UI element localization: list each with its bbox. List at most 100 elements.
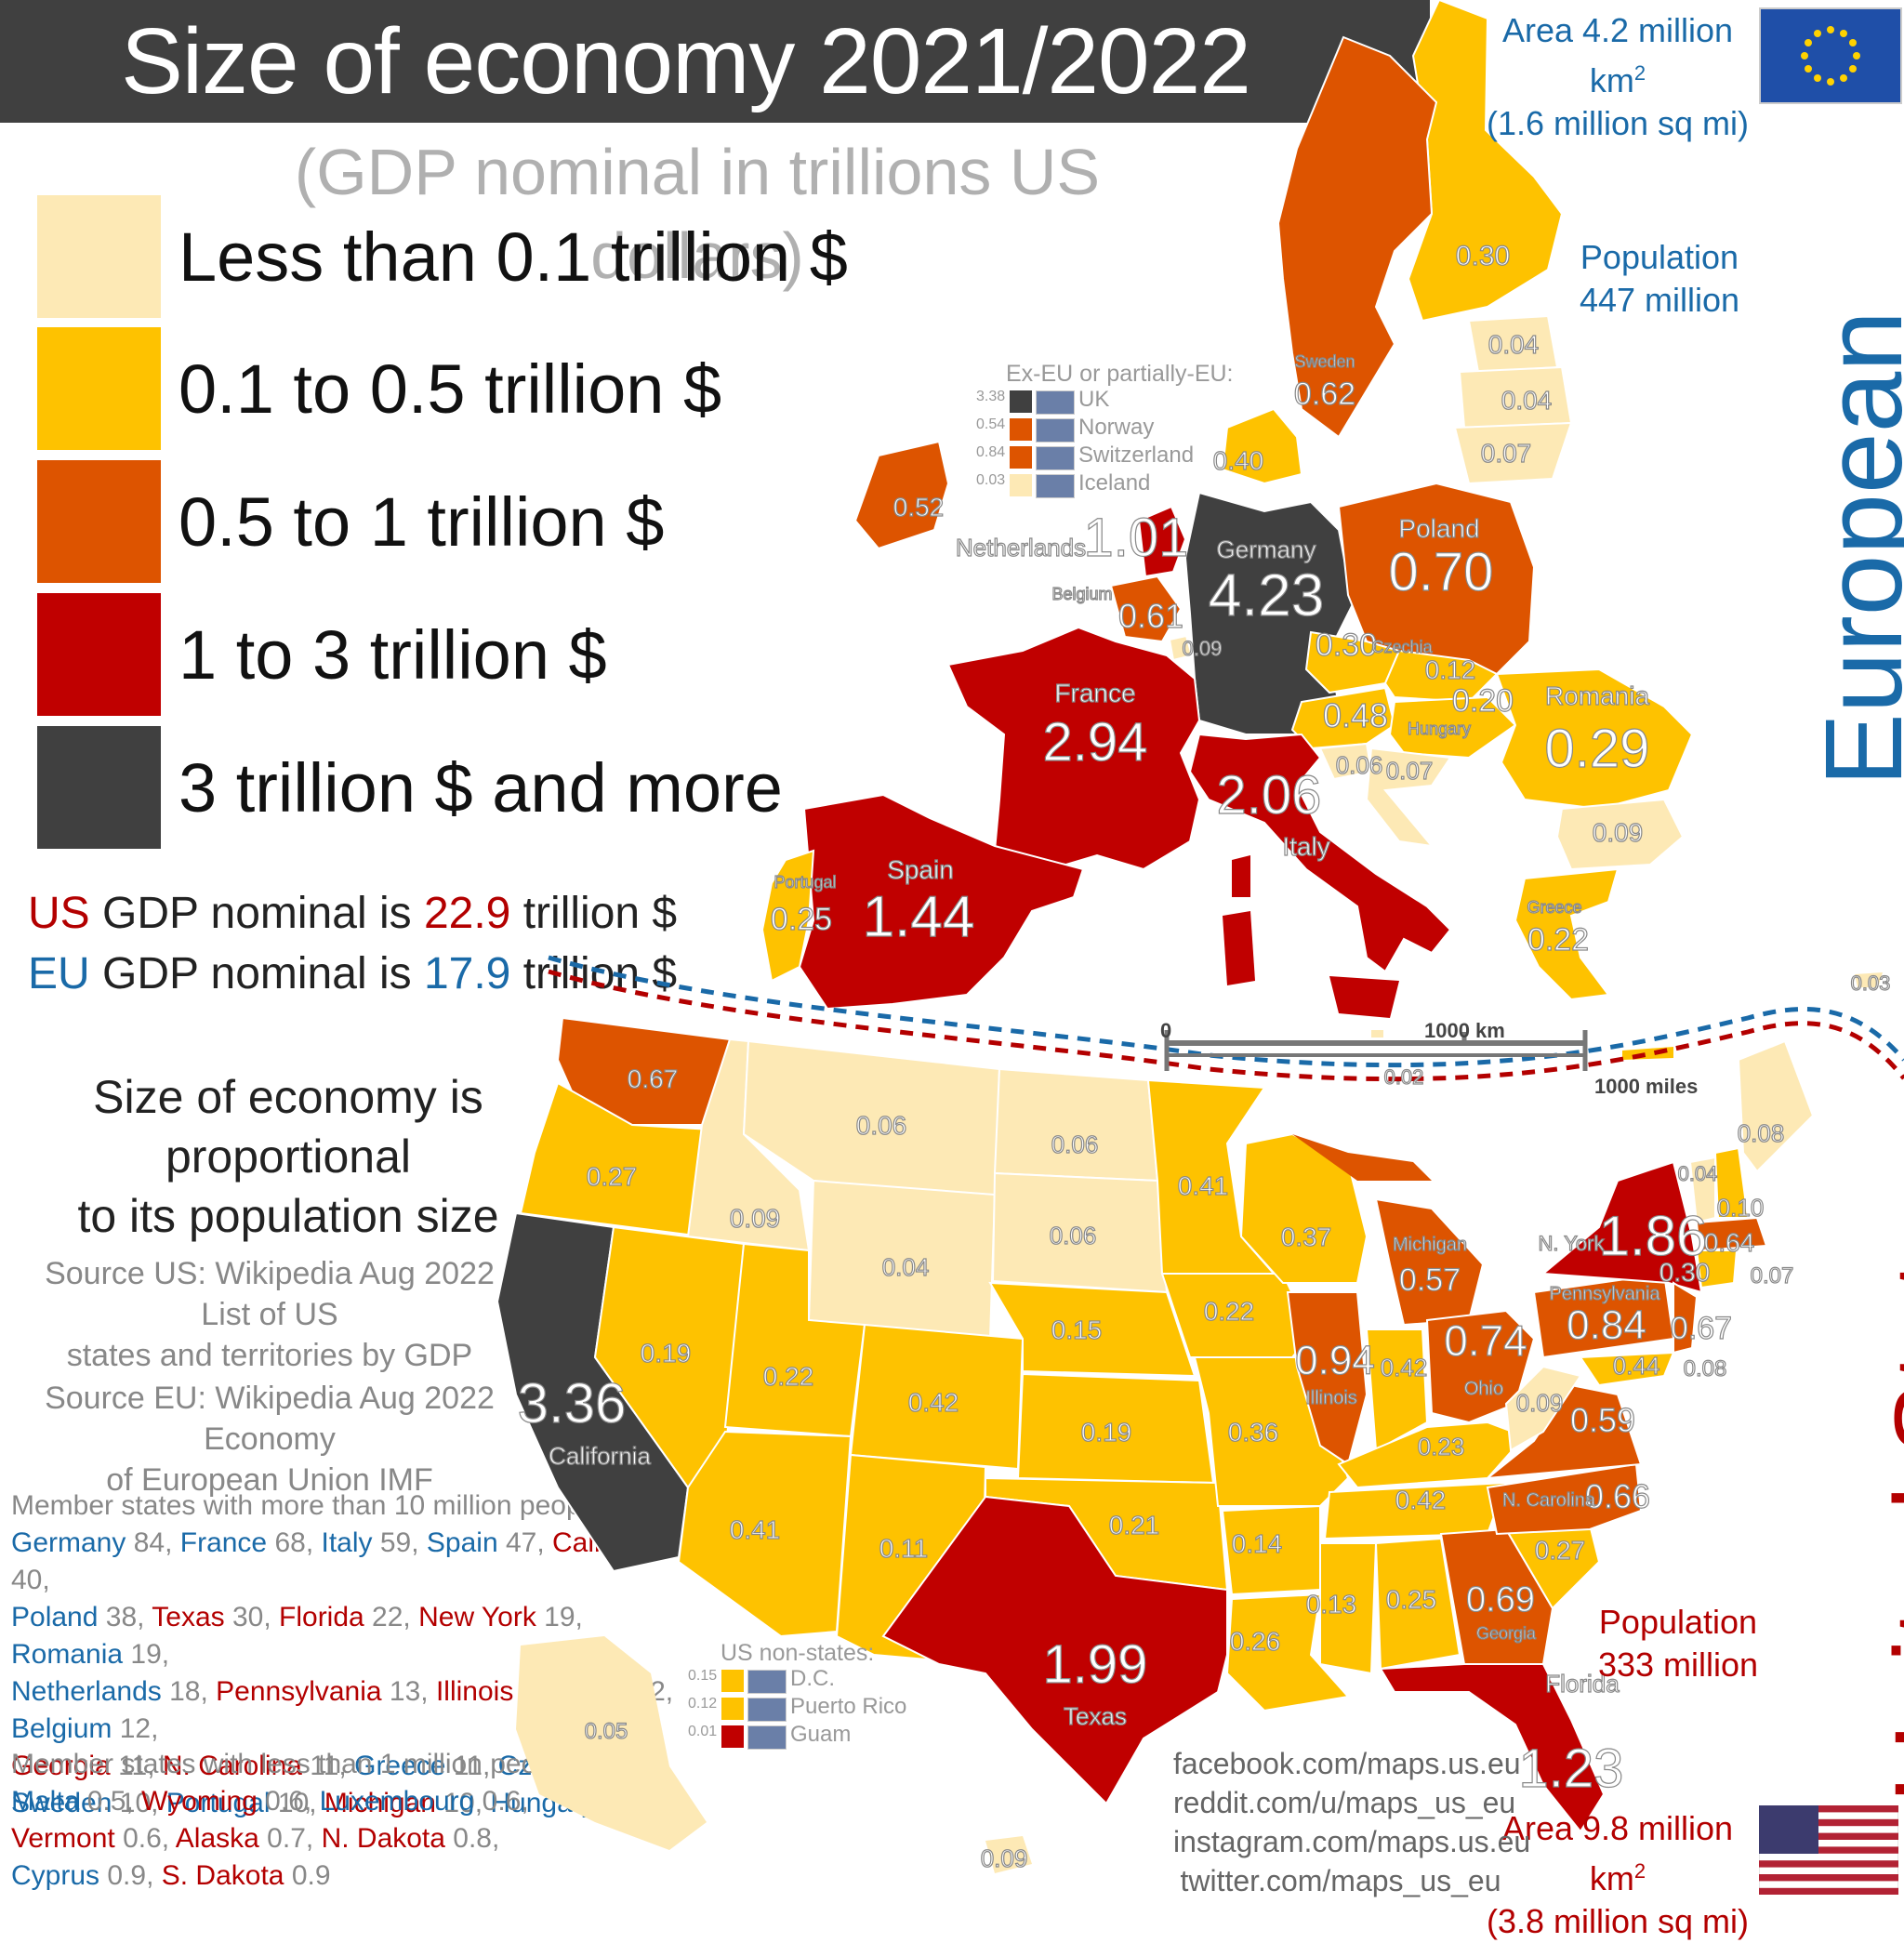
region-value: 0.70 bbox=[1389, 542, 1494, 602]
us-prefix: US bbox=[28, 889, 90, 938]
member-name: Pennsylvania bbox=[216, 1676, 382, 1707]
region-value: 0.13 bbox=[1306, 1590, 1357, 1619]
member-value: 10, bbox=[435, 1788, 491, 1818]
eu-area-line1: Area 4.2 million km bbox=[1501, 11, 1734, 99]
social-twitter[interactable]: twitter.com/maps_us_eu bbox=[1180, 1864, 1501, 1897]
member-name: Netherlands bbox=[11, 1676, 162, 1707]
region-name: Florida bbox=[1545, 1670, 1620, 1698]
region-value: 0.04 bbox=[1678, 1162, 1718, 1185]
region-value: 0.25 bbox=[771, 902, 832, 937]
region-malta bbox=[1371, 1030, 1383, 1038]
us-gdp-total: US GDP nominal is 22.9 trillion $ bbox=[28, 886, 677, 942]
region-value: 0.02 bbox=[1384, 1065, 1424, 1089]
eu-population: Population 447 million bbox=[1571, 236, 1748, 322]
members-line: Cyprus 0.9, S. Dakota 0.9 bbox=[11, 1857, 699, 1895]
member-name: Malta bbox=[11, 1786, 80, 1817]
small-legend-value: 3.38 bbox=[976, 389, 1006, 404]
legend-swatch-0-5-1 bbox=[37, 460, 161, 583]
member-name: Florida bbox=[279, 1602, 364, 1632]
region-value: 0.06 bbox=[1050, 1222, 1097, 1249]
social-instagram[interactable]: instagram.com/maps.us.eu bbox=[1173, 1825, 1531, 1858]
region-value: 0.41 bbox=[730, 1515, 781, 1544]
source-line: Source EU: Wikipedia Aug 2022 Economy bbox=[45, 1381, 495, 1457]
region-name: Michigan bbox=[1393, 1235, 1467, 1255]
region-name: Poland bbox=[1398, 514, 1479, 543]
member-value: 38, bbox=[98, 1602, 152, 1632]
legend-label: 3 trillion $ and more bbox=[178, 749, 783, 826]
region-value: 0.66 bbox=[1585, 1477, 1650, 1515]
member-value: 0.6, bbox=[474, 1786, 529, 1817]
region-value: 0.94 bbox=[1295, 1338, 1375, 1383]
region-north-carolina bbox=[1486, 1462, 1643, 1536]
member-name: Georgia bbox=[11, 1751, 111, 1781]
member-name: Italy bbox=[321, 1527, 373, 1558]
source-eu: Source EU: Wikipedia Aug 2022 Economy of… bbox=[19, 1378, 521, 1500]
members-heading: Member states with less than 1 million p… bbox=[11, 1749, 582, 1779]
legend-swatch-0-1-0-5 bbox=[37, 327, 161, 450]
region-name: N. Carolina bbox=[1502, 1490, 1596, 1511]
region-corsica bbox=[1232, 855, 1250, 897]
legend-label: 0.5 to 1 trillion $ bbox=[178, 483, 665, 561]
region-value: 0.07 bbox=[1481, 439, 1532, 468]
region-bulgaria bbox=[1555, 798, 1685, 871]
us-suffix: trillion $ bbox=[522, 889, 678, 938]
member-value: 19, bbox=[123, 1639, 170, 1670]
member-value: 0.8, bbox=[444, 1823, 500, 1854]
member-value: 0.6, bbox=[257, 1786, 320, 1817]
member-value: 59, bbox=[372, 1527, 427, 1558]
member-value: 11, bbox=[301, 1751, 355, 1781]
member-value: 0.7, bbox=[258, 1823, 322, 1854]
small-legend-swatch bbox=[1010, 474, 1032, 496]
region-value: 0.30 bbox=[1316, 628, 1377, 663]
region-name: Texas bbox=[1064, 1702, 1127, 1730]
region-value: 0.64 bbox=[1704, 1228, 1755, 1257]
region-value: 0.09 bbox=[730, 1204, 781, 1233]
region-name: Czechia bbox=[1371, 638, 1433, 656]
us-population: Population 333 million bbox=[1580, 1601, 1776, 1686]
small-legend-name: Guam bbox=[790, 1722, 852, 1747]
us-pop-label: Population bbox=[1598, 1603, 1758, 1641]
member-name: Vermont bbox=[11, 1823, 115, 1854]
legend-swatch-1-3 bbox=[37, 593, 161, 716]
social-facebook[interactable]: facebook.com/maps.us.eu bbox=[1173, 1747, 1521, 1780]
region-spain bbox=[798, 793, 1085, 1011]
member-name: Texas bbox=[152, 1602, 225, 1632]
region-value: 0.07 bbox=[1751, 1263, 1794, 1289]
flag-icon bbox=[1036, 474, 1075, 498]
region-name: Romania bbox=[1545, 681, 1649, 710]
small-legend-name: D.C. bbox=[790, 1666, 835, 1691]
region-virginia bbox=[1484, 1383, 1643, 1480]
region-value: 0.62 bbox=[1294, 377, 1355, 412]
region-value: 0.12 bbox=[1425, 655, 1476, 684]
eu-vertical-label: European Union bbox=[1803, 311, 1904, 786]
page-title: Size of economy 2021/2022 bbox=[121, 9, 1251, 113]
source-us: Source US: Wikipedia Aug 2022 List of US… bbox=[19, 1253, 521, 1376]
region-lithuania bbox=[1453, 421, 1573, 485]
region-name: Germany bbox=[1217, 535, 1316, 563]
region-value: 3.36 bbox=[518, 1372, 627, 1434]
eu-map bbox=[760, 0, 1883, 1060]
region-value: 0.57 bbox=[1399, 1262, 1461, 1298]
member-name: Spain bbox=[426, 1527, 498, 1558]
region-value: 0.08 bbox=[1684, 1356, 1727, 1381]
region-value: 0.05 bbox=[585, 1719, 628, 1744]
region-romania bbox=[1495, 667, 1694, 811]
member-value: 40, bbox=[11, 1565, 50, 1595]
region-name: Georgia bbox=[1476, 1624, 1537, 1643]
note-line: to its population size bbox=[77, 1190, 499, 1242]
region-arizona bbox=[677, 1430, 853, 1638]
region-value: 0.09 bbox=[1516, 1389, 1564, 1417]
member-value: 12, bbox=[112, 1713, 159, 1744]
small-legend-value: 0.54 bbox=[976, 416, 1006, 432]
region-name: Pennsylvania bbox=[1550, 1284, 1661, 1304]
member-name: Luxembourg bbox=[319, 1786, 475, 1817]
region-name: Netherlands bbox=[956, 534, 1086, 562]
region-new-jersey bbox=[1673, 1281, 1699, 1355]
region-belgium bbox=[1109, 575, 1183, 643]
region-value: 0.06 bbox=[856, 1111, 907, 1140]
region-value: 0.59 bbox=[1570, 1401, 1635, 1439]
region-netherlands bbox=[1137, 505, 1187, 578]
social-reddit[interactable]: reddit.com/u/maps_us_eu bbox=[1173, 1786, 1516, 1819]
region-texas bbox=[881, 1495, 1228, 1805]
region-france bbox=[946, 626, 1201, 871]
